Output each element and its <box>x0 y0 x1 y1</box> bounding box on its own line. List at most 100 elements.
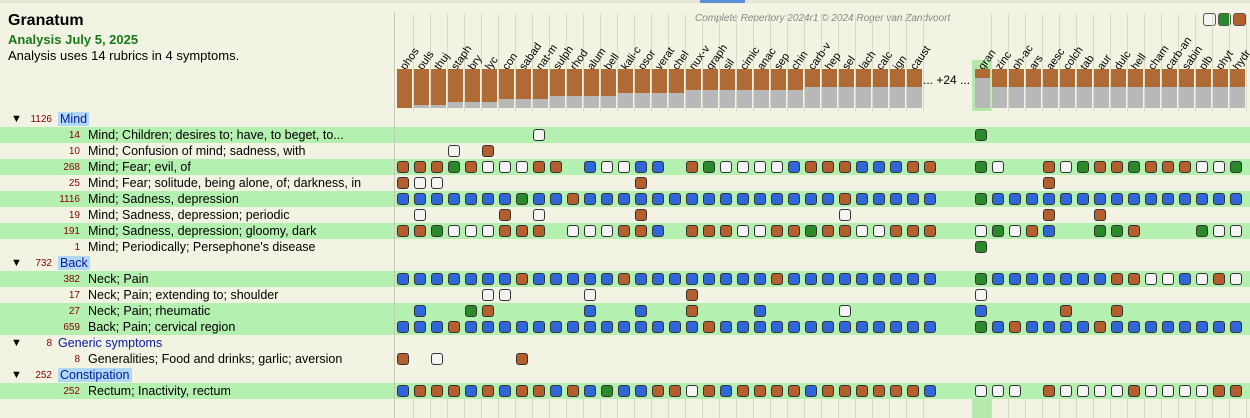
left-grade-cell[interactable] <box>839 161 851 173</box>
left-grade-cell[interactable] <box>635 177 647 189</box>
left-grade-cell[interactable] <box>907 161 919 173</box>
left-grade-cell[interactable] <box>397 273 409 285</box>
right-grade-cell[interactable] <box>1111 225 1123 237</box>
right-grade-cell[interactable] <box>1094 273 1106 285</box>
left-grade-cell[interactable] <box>822 225 834 237</box>
left-grade-cell[interactable] <box>669 273 681 285</box>
right-grade-cell[interactable] <box>1094 385 1106 397</box>
left-grade-cell[interactable] <box>652 193 664 205</box>
left-grade-cell[interactable] <box>618 193 630 205</box>
left-grade-cell[interactable] <box>465 193 477 205</box>
left-grade-cell[interactable] <box>601 161 613 173</box>
left-grade-cell[interactable] <box>771 321 783 333</box>
left-grade-cell[interactable] <box>669 321 681 333</box>
left-grade-cell[interactable] <box>652 225 664 237</box>
right-grade-cell[interactable] <box>1043 193 1055 205</box>
left-grade-cell[interactable] <box>550 193 562 205</box>
left-grade-cell[interactable] <box>686 305 698 317</box>
left-grade-cell[interactable] <box>448 193 460 205</box>
left-grade-cell[interactable] <box>907 273 919 285</box>
left-grade-cell[interactable] <box>601 193 613 205</box>
left-grade-cell[interactable] <box>822 385 834 397</box>
left-grade-cell[interactable] <box>567 385 579 397</box>
left-grade-cell[interactable] <box>686 321 698 333</box>
right-grade-cell[interactable] <box>1162 273 1174 285</box>
right-grade-cell[interactable] <box>1060 273 1072 285</box>
left-grade-cell[interactable] <box>873 321 885 333</box>
hidden-remedies-label[interactable]: ... +24 ... <box>923 73 971 87</box>
left-grade-cell[interactable] <box>686 161 698 173</box>
right-grade-cell[interactable] <box>1128 273 1140 285</box>
left-grade-cell[interactable] <box>703 273 715 285</box>
rubric-label[interactable]: Rectum; Inactivity, rectum <box>88 384 231 398</box>
right-grade-cell[interactable] <box>1026 193 1038 205</box>
left-grade-cell[interactable] <box>788 193 800 205</box>
rubric-row[interactable]: 25 Mind; Fear; solitude, being alone, of… <box>0 175 1250 191</box>
left-grade-cell[interactable] <box>686 289 698 301</box>
rubric-label[interactable]: Mind; Sadness, depression; periodic <box>88 208 290 222</box>
legend-box-white[interactable] <box>1203 13 1216 26</box>
left-grade-cell[interactable] <box>448 321 460 333</box>
left-grade-cell[interactable] <box>754 193 766 205</box>
right-grade-cell[interactable] <box>1179 321 1191 333</box>
left-grade-cell[interactable] <box>533 209 545 221</box>
left-grade-cell[interactable] <box>414 305 426 317</box>
left-grade-cell[interactable] <box>533 193 545 205</box>
right-grade-cell[interactable] <box>1230 385 1242 397</box>
left-grade-cell[interactable] <box>856 193 868 205</box>
left-grade-cell[interactable] <box>924 321 936 333</box>
right-grade-cell[interactable] <box>1094 161 1106 173</box>
left-grade-cell[interactable] <box>499 321 511 333</box>
left-grade-cell[interactable] <box>516 193 528 205</box>
right-grade-cell[interactable] <box>1043 225 1055 237</box>
left-grade-cell[interactable] <box>805 225 817 237</box>
right-grade-cell[interactable] <box>1230 273 1242 285</box>
left-grade-cell[interactable] <box>465 321 477 333</box>
left-grade-cell[interactable] <box>482 305 494 317</box>
left-grade-cell[interactable] <box>567 193 579 205</box>
left-grade-cell[interactable] <box>873 193 885 205</box>
left-grade-cell[interactable] <box>754 225 766 237</box>
left-grade-cell[interactable] <box>482 193 494 205</box>
left-grade-cell[interactable] <box>703 193 715 205</box>
right-grade-cell[interactable] <box>1111 305 1123 317</box>
right-grade-cell[interactable] <box>1060 161 1072 173</box>
rubric-label[interactable]: Mind; Fear; solitude, being alone, of; d… <box>88 176 362 190</box>
right-grade-cell[interactable] <box>1060 193 1072 205</box>
left-grade-cell[interactable] <box>635 385 647 397</box>
left-grade-cell[interactable] <box>516 353 528 365</box>
left-grade-cell[interactable] <box>720 321 732 333</box>
right-grade-cell[interactable] <box>1043 209 1055 221</box>
left-grade-cell[interactable] <box>805 193 817 205</box>
left-grade-cell[interactable] <box>890 193 902 205</box>
rubric-label[interactable]: Back; Pain; cervical region <box>88 320 236 334</box>
right-grade-cell[interactable] <box>1094 209 1106 221</box>
right-grade-cell[interactable] <box>1128 161 1140 173</box>
right-grade-cell[interactable] <box>1179 161 1191 173</box>
left-grade-cell[interactable] <box>397 353 409 365</box>
right-grade-cell[interactable] <box>975 193 987 205</box>
right-grade-cell[interactable] <box>1009 225 1021 237</box>
rubric-row[interactable]: 10 Mind; Confusion of mind; sadness, wit… <box>0 143 1250 159</box>
right-grade-cell[interactable] <box>1230 193 1242 205</box>
left-grade-cell[interactable] <box>567 321 579 333</box>
chapter-row[interactable]: ▼ 252 Constipation <box>0 367 1250 383</box>
left-grade-cell[interactable] <box>601 273 613 285</box>
left-grade-cell[interactable] <box>839 225 851 237</box>
left-grade-cell[interactable] <box>397 385 409 397</box>
right-grade-cell[interactable] <box>1043 177 1055 189</box>
left-grade-cell[interactable] <box>907 225 919 237</box>
collapse-triangle-icon[interactable]: ▼ <box>11 113 22 125</box>
left-grade-cell[interactable] <box>907 321 919 333</box>
left-grade-cell[interactable] <box>924 225 936 237</box>
rubric-label[interactable]: Mind; Sadness, depression <box>88 192 239 206</box>
right-grade-cell[interactable] <box>1043 385 1055 397</box>
left-grade-cell[interactable] <box>550 161 562 173</box>
left-grade-cell[interactable] <box>499 289 511 301</box>
left-grade-cell[interactable] <box>635 193 647 205</box>
right-grade-cell[interactable] <box>1196 385 1208 397</box>
left-grade-cell[interactable] <box>839 273 851 285</box>
left-grade-cell[interactable] <box>856 321 868 333</box>
right-grade-cell[interactable] <box>975 129 987 141</box>
right-grade-cell[interactable] <box>992 161 1004 173</box>
